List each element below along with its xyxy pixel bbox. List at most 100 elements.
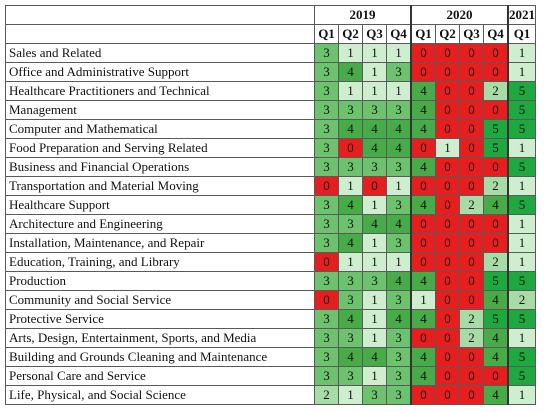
heatmap-cell: 0: [459, 119, 484, 139]
heatmap-cell: 3: [314, 119, 339, 139]
heatmap-cell: 5: [483, 138, 509, 158]
heatmap-cell: 0: [435, 43, 460, 63]
heatmap-cell: 0: [435, 347, 460, 367]
heatmap-cell: 0: [459, 43, 484, 63]
heatmap-cell: 1: [507, 43, 536, 63]
quarter-header: Q1: [507, 24, 536, 44]
heatmap-cell: 1: [507, 214, 536, 234]
heatmap-cell: 1: [386, 43, 412, 63]
heatmap-cell: 3: [338, 328, 363, 348]
heatmap-cell: 3: [362, 385, 387, 405]
heatmap-cell: 1: [507, 138, 536, 158]
heatmap-cell: 1: [507, 385, 536, 405]
heatmap-cell: 0: [459, 271, 484, 291]
category-label: Healthcare Support: [5, 195, 315, 215]
heatmap-cell: 3: [314, 328, 339, 348]
heatmap-cell: 5: [483, 271, 509, 291]
table-row: Installation, Maintenance, and Repair 3 4 1…: [5, 233, 536, 253]
heatmap-cell: 4: [338, 233, 363, 253]
heatmap-cell: 0: [459, 252, 484, 272]
heatmap-cell: 4: [410, 119, 436, 139]
heatmap-cell: 1: [386, 81, 412, 101]
category-label: Architecture and Engineering: [5, 214, 315, 234]
heatmap-cell: 4: [386, 309, 412, 329]
heatmap-cell: 3: [314, 43, 339, 63]
heatmap-body: Sales and Related 3 1 1 1 0 0 0 0 1 Office and Adm…: [5, 43, 536, 405]
category-label: Sales and Related: [5, 43, 315, 63]
heatmap-cell: 1: [386, 252, 412, 272]
heatmap-cell: 1: [507, 233, 536, 253]
heatmap-cell: 4: [338, 119, 363, 139]
heatmap-cell: 0: [362, 176, 387, 196]
year-header-row: 2019 2020 2021: [5, 5, 536, 25]
table-row: Sales and Related 3 1 1 1 0 0 0 0 1: [5, 43, 536, 63]
heatmap-cell: 3: [386, 290, 412, 310]
heatmap-cell: 4: [362, 347, 387, 367]
heatmap-cell: 5: [483, 119, 509, 139]
heatmap-cell: 0: [410, 43, 436, 63]
heatmap-cell: 5: [507, 366, 536, 386]
category-label: Healthcare Practitioners and Technical: [5, 81, 315, 101]
heatmap-cell: 1: [386, 176, 412, 196]
heatmap-cell: 0: [483, 100, 509, 120]
heatmap-cell: 4: [338, 309, 363, 329]
category-label: Computer and Mathematical: [5, 119, 315, 139]
heatmap-cell: 1: [362, 195, 387, 215]
heatmap-cell: 0: [435, 271, 460, 291]
heatmap-cell: 4: [338, 62, 363, 82]
heatmap-cell: 4: [483, 328, 509, 348]
heatmap-cell: 0: [338, 138, 363, 158]
heatmap-cell: 3: [314, 100, 339, 120]
heatmap-cell: 0: [435, 309, 460, 329]
heatmap-cell: 4: [386, 271, 412, 291]
heatmap-cell: 2: [507, 290, 536, 310]
heatmap-cell: 3: [338, 214, 363, 234]
heatmap-cell: 0: [483, 233, 509, 253]
heatmap-cell: 1: [507, 176, 536, 196]
year-header-2020: 2020: [410, 5, 509, 25]
heatmap-cell: 3: [314, 195, 339, 215]
heatmap-cell: 1: [338, 252, 363, 272]
heatmap-cell: 0: [459, 214, 484, 234]
heatmap-cell: 0: [410, 328, 436, 348]
heatmap-cell: 1: [338, 43, 363, 63]
heatmap-cell: 0: [410, 176, 436, 196]
table-row: Personal Care and Service 3 3 1 3 4 0 0 0 5: [5, 366, 536, 386]
quarter-header: Q4: [386, 24, 412, 44]
heatmap-cell: 0: [435, 252, 460, 272]
heatmap-cell: 3: [386, 195, 412, 215]
heatmap-cell: 4: [410, 157, 436, 177]
heatmap-cell: 0: [435, 157, 460, 177]
heatmap-cell: 3: [386, 328, 412, 348]
heatmap-cell: 0: [459, 100, 484, 120]
heatmap-cell: 4: [410, 100, 436, 120]
heatmap-cell: 4: [410, 347, 436, 367]
heatmap-cell: 0: [459, 81, 484, 101]
heatmap-cell: 1: [362, 43, 387, 63]
heatmap-cell: 0: [459, 233, 484, 253]
heatmap-cell: 2: [483, 81, 509, 101]
year-header-2021: 2021: [507, 5, 536, 25]
heatmap-cell: 5: [507, 81, 536, 101]
heatmap-cell: 0: [314, 176, 339, 196]
heatmap-cell: 4: [410, 195, 436, 215]
heatmap-cell: 1: [410, 290, 436, 310]
quarter-header: Q2: [435, 24, 460, 44]
heatmap-cell: 4: [483, 290, 509, 310]
category-label: Personal Care and Service: [5, 366, 315, 386]
heatmap-cell: 3: [386, 347, 412, 367]
table-row: Protective Service 3 4 1 4 4 0 2 5 5: [5, 309, 536, 329]
heatmap-cell: 5: [483, 309, 509, 329]
heatmap-cell: 0: [435, 385, 460, 405]
heatmap-cell: 0: [483, 157, 509, 177]
heatmap-cell: 3: [314, 81, 339, 101]
heatmap-cell: 1: [362, 328, 387, 348]
heatmap-cell: 4: [386, 119, 412, 139]
heatmap-cell: 0: [410, 233, 436, 253]
heatmap-cell: 4: [410, 309, 436, 329]
heatmap-cell: 2: [459, 309, 484, 329]
heatmap-cell: 0: [410, 214, 436, 234]
heatmap-cell: 0: [435, 119, 460, 139]
category-label: Building and Grounds Cleaning and Mainte…: [5, 347, 315, 367]
quarter-header: Q4: [483, 24, 509, 44]
